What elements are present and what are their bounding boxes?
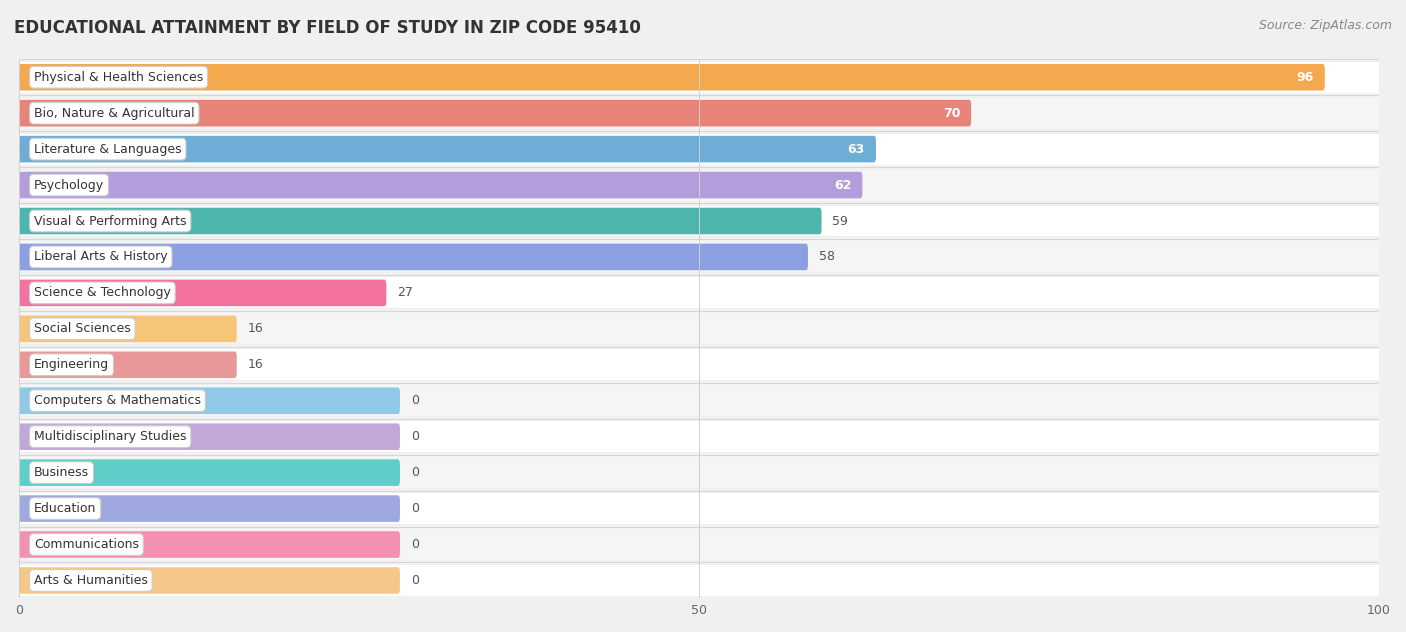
Text: Engineering: Engineering xyxy=(34,358,110,371)
Text: 27: 27 xyxy=(396,286,413,300)
Text: Education: Education xyxy=(34,502,97,515)
Circle shape xyxy=(21,536,27,553)
FancyBboxPatch shape xyxy=(20,349,1379,380)
FancyBboxPatch shape xyxy=(20,98,1379,129)
Circle shape xyxy=(21,320,27,337)
FancyBboxPatch shape xyxy=(18,244,808,270)
Text: Communications: Communications xyxy=(34,538,139,551)
Text: Source: ZipAtlas.com: Source: ZipAtlas.com xyxy=(1258,19,1392,32)
FancyBboxPatch shape xyxy=(20,457,1379,488)
FancyBboxPatch shape xyxy=(20,313,1379,344)
FancyBboxPatch shape xyxy=(20,386,1379,416)
Circle shape xyxy=(21,572,27,589)
FancyBboxPatch shape xyxy=(20,241,1379,272)
FancyBboxPatch shape xyxy=(18,100,972,126)
FancyBboxPatch shape xyxy=(18,459,399,486)
Text: 70: 70 xyxy=(942,107,960,119)
Text: 58: 58 xyxy=(818,250,835,264)
FancyBboxPatch shape xyxy=(18,567,399,594)
Circle shape xyxy=(21,284,27,301)
Circle shape xyxy=(21,356,27,374)
Text: Social Sciences: Social Sciences xyxy=(34,322,131,336)
Text: 0: 0 xyxy=(411,430,419,443)
FancyBboxPatch shape xyxy=(18,208,821,234)
Text: Multidisciplinary Studies: Multidisciplinary Studies xyxy=(34,430,187,443)
Circle shape xyxy=(21,69,27,86)
FancyBboxPatch shape xyxy=(18,387,399,414)
FancyBboxPatch shape xyxy=(18,532,399,558)
Text: Psychology: Psychology xyxy=(34,179,104,191)
Text: Computers & Mathematics: Computers & Mathematics xyxy=(34,394,201,407)
Text: 16: 16 xyxy=(247,358,263,371)
Text: 63: 63 xyxy=(848,143,865,155)
FancyBboxPatch shape xyxy=(18,136,876,162)
Text: 0: 0 xyxy=(411,394,419,407)
Text: 0: 0 xyxy=(411,502,419,515)
FancyBboxPatch shape xyxy=(20,62,1379,93)
FancyBboxPatch shape xyxy=(18,495,399,522)
FancyBboxPatch shape xyxy=(18,64,1324,90)
Circle shape xyxy=(21,105,27,121)
Text: Bio, Nature & Agricultural: Bio, Nature & Agricultural xyxy=(34,107,194,119)
Text: 62: 62 xyxy=(834,179,852,191)
Text: 0: 0 xyxy=(411,574,419,587)
FancyBboxPatch shape xyxy=(18,315,236,342)
FancyBboxPatch shape xyxy=(20,205,1379,236)
FancyBboxPatch shape xyxy=(18,172,862,198)
Text: Business: Business xyxy=(34,466,89,479)
Text: Liberal Arts & History: Liberal Arts & History xyxy=(34,250,167,264)
Circle shape xyxy=(21,392,27,409)
Text: 0: 0 xyxy=(411,466,419,479)
Text: Science & Technology: Science & Technology xyxy=(34,286,172,300)
FancyBboxPatch shape xyxy=(18,351,236,378)
Text: Physical & Health Sciences: Physical & Health Sciences xyxy=(34,71,204,83)
FancyBboxPatch shape xyxy=(20,493,1379,524)
FancyBboxPatch shape xyxy=(20,133,1379,164)
Circle shape xyxy=(21,141,27,157)
FancyBboxPatch shape xyxy=(20,421,1379,452)
Text: EDUCATIONAL ATTAINMENT BY FIELD OF STUDY IN ZIP CODE 95410: EDUCATIONAL ATTAINMENT BY FIELD OF STUDY… xyxy=(14,19,641,37)
Circle shape xyxy=(21,176,27,193)
Circle shape xyxy=(21,500,27,517)
Circle shape xyxy=(21,464,27,481)
Text: 16: 16 xyxy=(247,322,263,336)
Circle shape xyxy=(21,428,27,445)
Text: 59: 59 xyxy=(832,214,848,228)
FancyBboxPatch shape xyxy=(20,529,1379,560)
Text: 0: 0 xyxy=(411,538,419,551)
FancyBboxPatch shape xyxy=(18,423,399,450)
Circle shape xyxy=(21,212,27,229)
Text: 96: 96 xyxy=(1296,71,1313,83)
FancyBboxPatch shape xyxy=(20,565,1379,596)
FancyBboxPatch shape xyxy=(18,279,387,306)
FancyBboxPatch shape xyxy=(20,169,1379,200)
FancyBboxPatch shape xyxy=(20,277,1379,308)
Text: Literature & Languages: Literature & Languages xyxy=(34,143,181,155)
Text: Visual & Performing Arts: Visual & Performing Arts xyxy=(34,214,187,228)
Text: Arts & Humanities: Arts & Humanities xyxy=(34,574,148,587)
Circle shape xyxy=(21,248,27,265)
